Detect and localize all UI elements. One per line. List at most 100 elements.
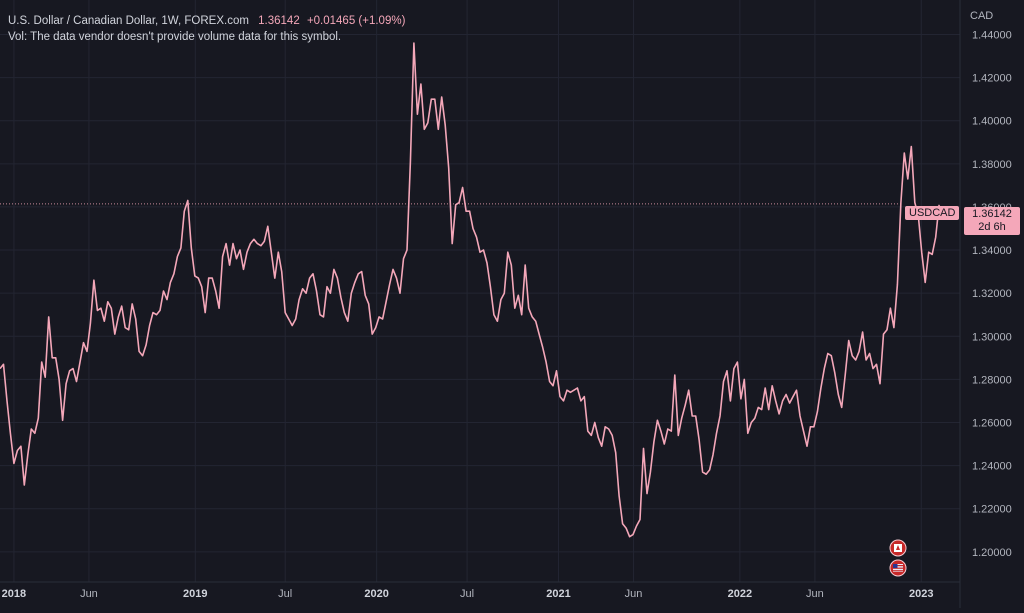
data-point	[698, 439, 700, 441]
data-point	[72, 367, 74, 369]
canada-flag-icon[interactable]	[889, 539, 907, 557]
data-point	[96, 309, 98, 311]
data-point	[921, 251, 923, 253]
data-point	[6, 400, 8, 402]
price-tick-label: 1.28000	[972, 374, 1012, 386]
data-point	[764, 387, 766, 389]
data-point	[823, 367, 825, 369]
data-point	[872, 367, 874, 369]
data-point	[896, 283, 898, 285]
data-point	[30, 428, 32, 430]
data-point	[79, 361, 81, 363]
data-point	[541, 346, 543, 348]
data-point	[312, 273, 314, 275]
data-point	[524, 264, 526, 266]
data-point	[649, 471, 651, 473]
data-point	[322, 316, 324, 318]
data-point	[37, 417, 39, 419]
data-point	[886, 329, 888, 331]
data-point	[733, 367, 735, 369]
time-tick-label: 2018	[2, 588, 26, 600]
data-point	[607, 428, 609, 430]
data-point	[489, 285, 491, 287]
data-point	[677, 434, 679, 436]
data-point	[9, 432, 11, 434]
data-point	[235, 257, 237, 259]
data-point	[475, 236, 477, 238]
data-point	[527, 307, 529, 309]
data-point	[2, 363, 4, 365]
data-point	[844, 374, 846, 376]
chart-legend: U.S. Dollar / Canadian Dollar, 1W, FOREX…	[8, 13, 405, 45]
data-point	[851, 354, 853, 356]
data-point	[138, 350, 140, 352]
data-point	[635, 525, 637, 527]
symbol-title[interactable]: U.S. Dollar / Canadian Dollar, 1W, FOREX…	[8, 15, 249, 27]
overlay	[0, 203, 907, 577]
data-point	[767, 408, 769, 410]
data-point	[653, 441, 655, 443]
time-tick-label: Jun	[806, 588, 824, 600]
data-point	[173, 273, 175, 275]
data-point	[159, 309, 161, 311]
data-point	[461, 186, 463, 188]
flag-stripe	[893, 567, 903, 569]
data-point	[545, 361, 547, 363]
data-point	[479, 251, 481, 253]
data-point	[378, 316, 380, 318]
data-point	[799, 415, 801, 417]
data-point	[778, 413, 780, 415]
time-tick-label: Jun	[80, 588, 98, 600]
data-point	[413, 42, 415, 44]
data-point	[576, 387, 578, 389]
data-point	[44, 376, 46, 378]
data-point	[781, 400, 783, 402]
time-tick-label: Jul	[278, 588, 292, 600]
data-point	[482, 249, 484, 251]
data-point	[427, 122, 429, 124]
price-axis-unit[interactable]: CAD	[970, 10, 994, 22]
data-point	[743, 378, 745, 380]
data-point	[907, 178, 909, 180]
data-point	[89, 322, 91, 324]
us-flag-icon[interactable]	[889, 559, 907, 577]
data-point	[761, 408, 763, 410]
data-point	[256, 242, 258, 244]
top-strip	[0, 0, 290, 6]
price-tick-label: 1.40000	[972, 116, 1012, 128]
data-point	[889, 307, 891, 309]
data-point	[270, 251, 272, 253]
data-point	[687, 389, 689, 391]
time-tick-label: Jun	[625, 588, 643, 600]
data-point	[788, 402, 790, 404]
data-point	[367, 303, 369, 305]
data-point	[347, 320, 349, 322]
data-point	[601, 445, 603, 447]
data-point	[486, 262, 488, 264]
data-point	[406, 249, 408, 251]
price-tick-label: 1.38000	[972, 159, 1012, 171]
data-point	[722, 380, 724, 382]
data-point	[632, 533, 634, 535]
price-tick-label: 1.42000	[972, 73, 1012, 85]
data-point	[667, 428, 669, 430]
data-point	[392, 268, 394, 270]
data-point	[103, 320, 105, 322]
data-point	[802, 430, 804, 432]
data-point	[893, 326, 895, 328]
data-point	[914, 201, 916, 203]
last-price: 1.36142	[258, 15, 300, 27]
data-point	[566, 389, 568, 391]
price-tick-label: 1.20000	[972, 547, 1012, 559]
data-point	[507, 251, 509, 253]
data-point	[628, 536, 630, 538]
data-point	[93, 279, 95, 281]
data-point	[663, 443, 665, 445]
data-point	[416, 113, 418, 115]
data-point	[837, 393, 839, 395]
data-point	[493, 314, 495, 316]
data-point	[503, 292, 505, 294]
data-point	[284, 311, 286, 313]
